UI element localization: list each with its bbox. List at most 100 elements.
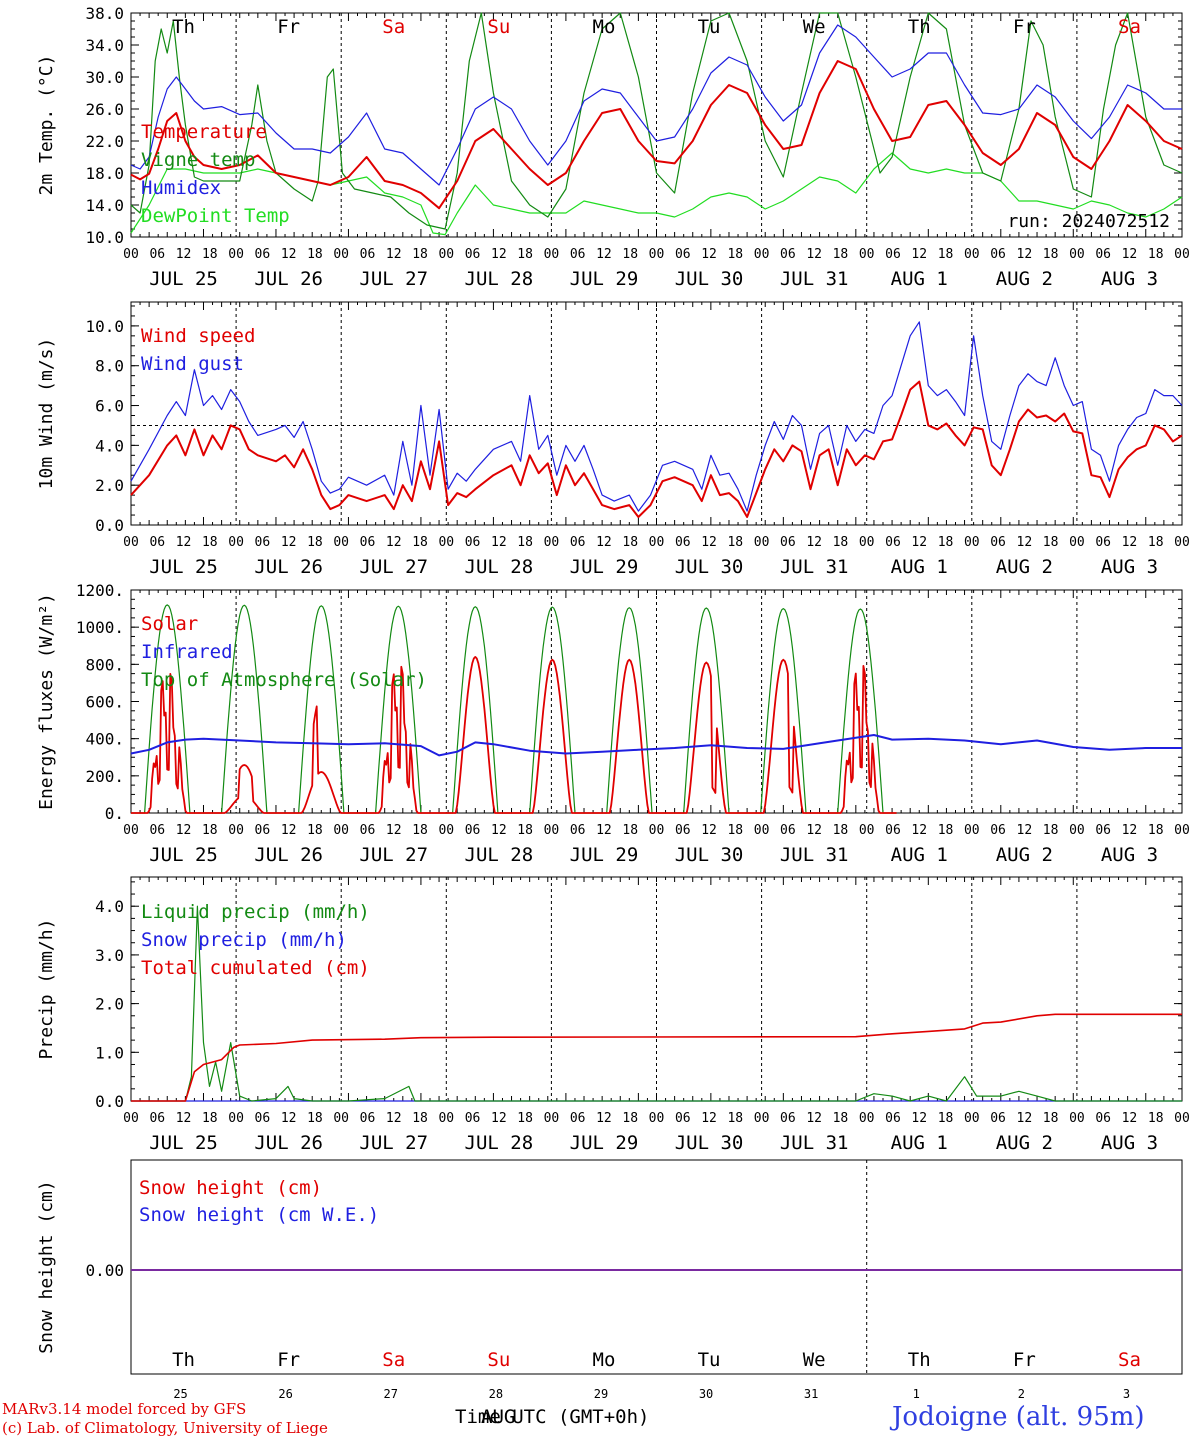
hour-tick-label: 06	[149, 1111, 165, 1126]
hour-tick-label: 18	[833, 823, 849, 838]
hour-tick-label: 06	[465, 1111, 481, 1126]
y-axis-title: 2m Temp. (°C)	[36, 55, 57, 196]
hour-tick-label: 18	[938, 247, 954, 262]
date-label: JUL 28	[465, 268, 534, 290]
day-number-label: 25	[173, 1387, 187, 1401]
hour-tick-label: 18	[307, 823, 323, 838]
date-label: AUG 1	[891, 268, 948, 290]
date-label: AUG 3	[1101, 556, 1158, 578]
weekday-label: Fr	[1013, 1349, 1036, 1371]
date-label: AUG 1	[891, 844, 948, 866]
weekday-label: Fr	[1013, 16, 1036, 38]
hour-tick-label: 18	[833, 535, 849, 550]
hour-tick-label: 00	[1174, 247, 1190, 262]
hour-tick-label: 18	[1043, 1111, 1059, 1126]
hour-tick-label: 12	[806, 247, 822, 262]
date-label: JUL 26	[254, 268, 323, 290]
hour-tick-label: 12	[1122, 247, 1138, 262]
hour-tick-label: 12	[596, 247, 612, 262]
date-label: JUL 27	[359, 1132, 428, 1154]
weekday-label: Th	[172, 1349, 195, 1371]
legend-entry: Liquid precip (mm/h)	[141, 901, 370, 923]
hour-tick-label: 06	[885, 535, 901, 550]
hour-tick-label: 00	[964, 247, 980, 262]
hour-tick-label: 12	[176, 247, 192, 262]
y-tick-label: 0.0	[95, 1092, 124, 1111]
hour-tick-label: 12	[386, 247, 402, 262]
hour-tick-label: 18	[727, 535, 743, 550]
y-tick-label: 0.0	[95, 516, 124, 535]
hour-tick-label: 18	[307, 247, 323, 262]
hour-tick-label: 18	[412, 823, 428, 838]
hour-tick-label: 00	[228, 823, 244, 838]
hour-tick-label: 00	[1069, 535, 1085, 550]
y-tick-label: 10.0	[85, 317, 124, 336]
hour-tick-label: 00	[754, 247, 770, 262]
hour-tick-label: 12	[281, 535, 297, 550]
hour-tick-label: 06	[675, 535, 691, 550]
legend-entry: Total cumulated (cm)	[141, 957, 370, 979]
y-axis-title: Energy fluxes (W/m²)	[36, 593, 57, 810]
legend-entry: Vigne temp	[141, 149, 255, 171]
hour-tick-label: 06	[465, 823, 481, 838]
hour-tick-label: 00	[754, 535, 770, 550]
date-label: JUL 31	[780, 844, 849, 866]
y-axis-title: 10m Wind (m/s)	[36, 338, 57, 490]
series-line	[131, 1013, 1182, 1102]
hour-tick-label: 06	[465, 247, 481, 262]
hour-tick-label: 12	[911, 1111, 927, 1126]
hour-tick-label: 06	[149, 535, 165, 550]
hour-tick-label: 06	[675, 823, 691, 838]
hour-tick-label: 06	[990, 823, 1006, 838]
hour-tick-label: 06	[780, 535, 796, 550]
day-number-label: 29	[594, 1387, 608, 1401]
hour-tick-label: 00	[649, 1111, 665, 1126]
hour-tick-label: 18	[1043, 535, 1059, 550]
date-label: AUG 1	[891, 1132, 948, 1154]
legend-entry: Snow height (cm W.E.)	[139, 1204, 379, 1226]
hour-tick-label: 12	[911, 823, 927, 838]
y-tick-label: 3.0	[95, 946, 124, 965]
date-label: AUG 3	[1101, 844, 1158, 866]
legend-entry: DewPoint Temp	[141, 205, 290, 227]
date-label: JUL 26	[254, 556, 323, 578]
hour-tick-label: 12	[1122, 823, 1138, 838]
date-label: JUL 25	[149, 1132, 218, 1154]
hour-tick-label: 00	[123, 535, 139, 550]
hour-tick-label: 12	[596, 1111, 612, 1126]
hour-tick-label: 06	[465, 535, 481, 550]
hour-tick-label: 12	[806, 823, 822, 838]
hour-tick-label: 18	[938, 1111, 954, 1126]
hour-tick-label: 00	[438, 823, 454, 838]
hour-tick-label: 00	[438, 247, 454, 262]
hour-tick-label: 06	[1095, 823, 1111, 838]
hour-tick-label: 12	[701, 1111, 717, 1126]
hour-tick-label: 12	[701, 535, 717, 550]
hour-tick-label: 06	[255, 1111, 271, 1126]
hour-tick-label: 06	[1095, 247, 1111, 262]
hour-tick-label: 06	[990, 247, 1006, 262]
weekday-label: Sa	[382, 1349, 405, 1371]
day-number-label: 31	[804, 1387, 818, 1401]
hour-tick-label: 12	[281, 1111, 297, 1126]
panel-frame	[130, 589, 1183, 814]
weekday-label: Fr	[277, 16, 300, 38]
hour-tick-label: 18	[1148, 535, 1164, 550]
hour-tick-label: 00	[228, 535, 244, 550]
hour-tick-label: 18	[622, 247, 638, 262]
y-tick-label: 38.0	[85, 4, 124, 23]
series-line	[130, 60, 1183, 210]
y-tick-label: 1.0	[95, 1043, 124, 1062]
hour-tick-label: 18	[307, 1111, 323, 1126]
hour-tick-label: 06	[990, 535, 1006, 550]
hour-tick-label: 00	[438, 535, 454, 550]
date-label: JUL 25	[149, 844, 218, 866]
weekday-label: Mo	[593, 16, 616, 38]
date-label: JUL 28	[465, 844, 534, 866]
hour-tick-label: 18	[938, 823, 954, 838]
legend-entry: Solar	[141, 613, 198, 635]
hour-tick-label: 12	[1122, 535, 1138, 550]
hour-tick-label: 18	[307, 535, 323, 550]
hour-tick-label: 18	[412, 1111, 428, 1126]
hour-tick-label: 12	[701, 247, 717, 262]
